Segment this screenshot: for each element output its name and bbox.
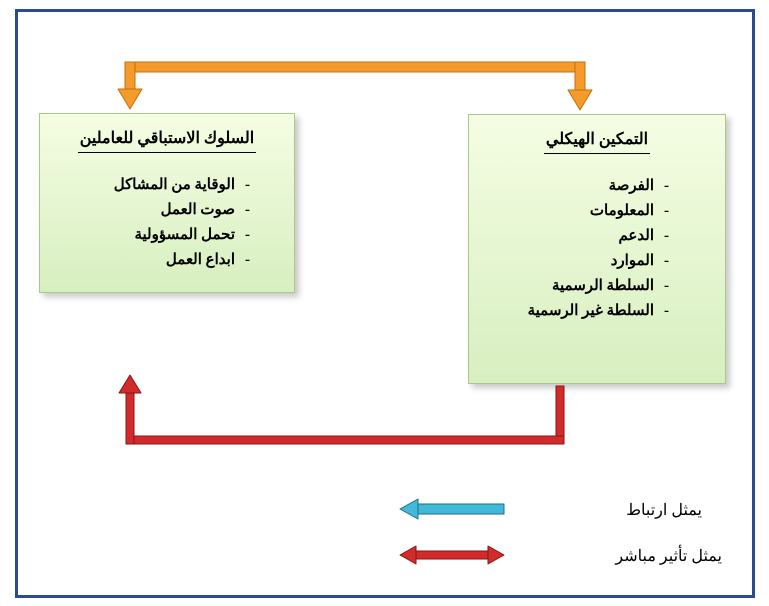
legend-label-direct-effect: يمثل تأثير مباشر [552, 546, 722, 566]
node-title: السلوك الاستباقي للعاملين [78, 128, 256, 153]
node-structural-empowerment: التمكين الهيكلي الفرصة المعلومات الدعم المو… [468, 114, 726, 384]
node-item: صوت العمل [56, 200, 250, 219]
node-item: الدعم [485, 226, 669, 245]
legend-label-association: يمثل ارتباط [552, 500, 702, 520]
node-item: المعلومات [485, 201, 669, 220]
node-item: الوقاية من المشاكل [56, 175, 250, 194]
node-item: السلطة الرسمية [485, 276, 669, 295]
node-items: الوقاية من المشاكل صوت العمل تحمل المسؤولي… [56, 175, 278, 269]
node-item: ابداع العمل [56, 250, 250, 269]
diagram-canvas: التمكين الهيكلي الفرصة المعلومات الدعم المو… [0, 0, 769, 606]
node-proactive-behavior: السلوك الاستباقي للعاملين الوقاية من الم… [39, 113, 295, 293]
node-items: الفرصة المعلومات الدعم الموارد السلطة الرسمي… [485, 176, 709, 320]
node-item: السلطة غير الرسمية [485, 301, 669, 320]
node-item: الفرصة [485, 176, 669, 195]
node-title: التمكين الهيكلي [544, 129, 650, 154]
node-item: تحمل المسؤولية [56, 225, 250, 244]
node-item: الموارد [485, 251, 669, 270]
